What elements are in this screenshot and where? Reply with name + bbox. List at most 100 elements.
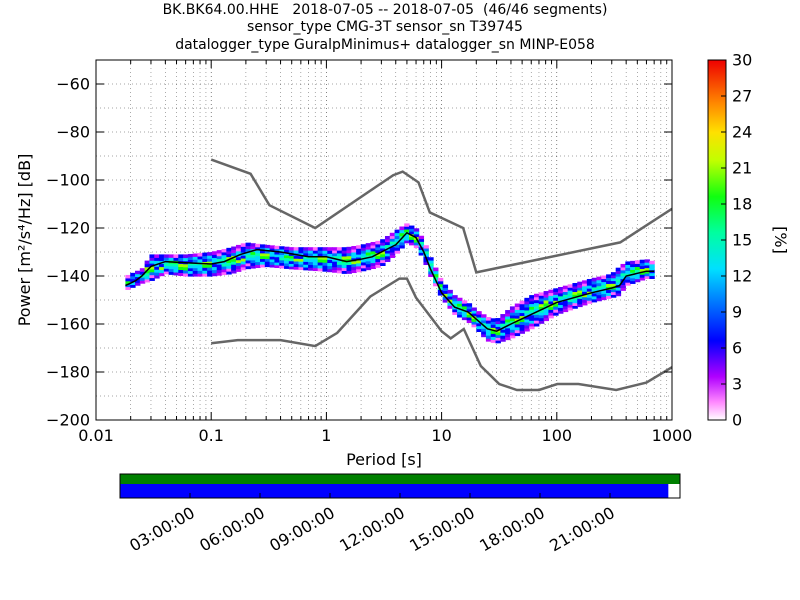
density-cell — [259, 249, 266, 254]
density-cell — [327, 268, 333, 273]
density-cell — [630, 280, 636, 284]
density-cell — [322, 259, 328, 263]
usage-blue-strip — [120, 484, 669, 498]
plot-frame — [95, 59, 673, 421]
density-cell — [591, 280, 598, 285]
density-cell — [413, 244, 420, 249]
y-tick-label: −120 — [46, 219, 90, 238]
density-cell — [211, 266, 218, 271]
density-cell — [346, 267, 352, 271]
density-cell — [529, 295, 535, 299]
time-tick-label: 21:00:00 — [546, 503, 618, 555]
time-tick-label: 15:00:00 — [406, 503, 478, 555]
density-cell — [558, 304, 564, 308]
density-cell — [250, 251, 256, 255]
density-cell — [322, 262, 328, 266]
density-cell — [317, 261, 324, 266]
density-cell — [154, 272, 160, 276]
density-cell — [447, 305, 453, 309]
density-cell — [332, 263, 338, 268]
density-cell — [163, 257, 170, 261]
density-cell — [418, 238, 425, 242]
density-cell — [572, 288, 578, 292]
y-tick-label: −80 — [56, 123, 90, 142]
density-cell — [380, 239, 386, 243]
density-cell — [240, 266, 247, 271]
density-cell — [433, 270, 439, 275]
density-cell — [226, 265, 232, 269]
density-cell — [610, 288, 617, 293]
density-cell — [303, 266, 309, 271]
density-cell — [336, 267, 343, 271]
density-cell — [389, 235, 396, 239]
density-cell — [490, 330, 497, 334]
density-cell — [447, 302, 453, 306]
density-cell — [399, 238, 405, 243]
density-cell — [322, 247, 328, 251]
density-cell — [481, 328, 487, 332]
density-cell — [264, 247, 271, 251]
density-cell — [529, 314, 535, 319]
density-cell — [183, 254, 189, 259]
density-cell — [418, 243, 425, 248]
density-cell — [202, 255, 208, 260]
density-cell — [548, 292, 554, 296]
density-cell — [423, 261, 429, 266]
density-cell — [533, 308, 540, 312]
density-cell — [216, 255, 223, 260]
density-cell — [288, 255, 295, 259]
density-cell — [163, 268, 170, 272]
density-cell — [529, 325, 535, 330]
density-cell — [630, 277, 636, 282]
density-cell — [197, 258, 203, 263]
density-cell — [269, 261, 276, 265]
density-cell — [437, 286, 444, 290]
density-cell — [173, 263, 179, 267]
density-cell — [365, 254, 372, 259]
density-cell — [192, 264, 199, 269]
density-cell — [505, 310, 511, 314]
density-cell — [461, 300, 468, 304]
density-cell — [452, 311, 458, 315]
density-cell — [548, 298, 554, 302]
density-cell — [509, 314, 516, 319]
density-cell — [471, 323, 477, 328]
density-cell — [207, 258, 213, 262]
density-cell — [187, 273, 194, 277]
density-cell — [298, 247, 304, 251]
density-cell — [293, 258, 300, 262]
density-cell — [178, 254, 184, 259]
density-cell — [409, 225, 415, 229]
density-cell — [442, 284, 449, 289]
density-cell — [644, 262, 650, 266]
density-cell — [514, 309, 521, 313]
density-cell — [308, 261, 314, 265]
colorbar-tick-label: 0 — [732, 411, 742, 430]
density-cell — [288, 249, 295, 254]
density-cell — [538, 295, 545, 299]
density-cell — [461, 314, 468, 318]
density-cell — [312, 261, 319, 266]
density-cell — [649, 266, 655, 271]
density-cell — [211, 254, 218, 258]
density-cell — [255, 246, 261, 251]
density-cell — [543, 296, 550, 301]
density-cell — [149, 260, 155, 264]
density-cell — [380, 250, 386, 255]
density-cell — [317, 250, 324, 254]
new-high-noise-model-line — [210, 158, 672, 274]
density-cell — [625, 282, 631, 286]
density-cell — [404, 239, 410, 244]
colorbar-tick-label: 30 — [732, 51, 752, 70]
mode-curve-line — [125, 231, 655, 332]
density-cell — [327, 262, 333, 267]
density-cell — [586, 288, 593, 292]
density-cell — [519, 303, 525, 308]
density-cell — [418, 249, 425, 253]
density-cell — [596, 285, 602, 290]
density-cell — [259, 261, 266, 265]
density-cell — [163, 270, 170, 275]
density-cell — [601, 275, 607, 280]
density-cell — [533, 302, 540, 307]
density-cell — [356, 256, 362, 261]
